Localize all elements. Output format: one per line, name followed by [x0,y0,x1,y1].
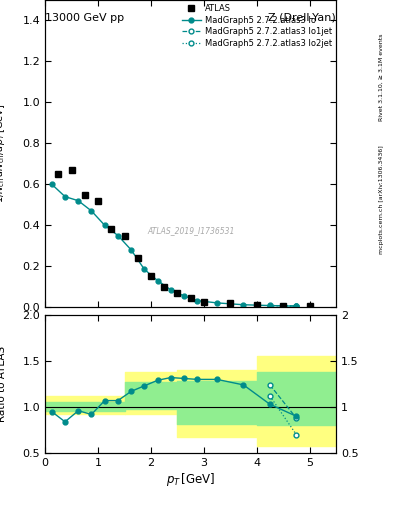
Legend: ATLAS, MadGraph5 2.7.2.atlas3 lo, MadGraph5 2.7.2.atlas3 lo1jet, MadGraph5 2.7.2: ATLAS, MadGraph5 2.7.2.atlas3 lo, MadGra… [182,4,332,48]
Y-axis label: $1/N_\mathsf{ch}\,dN_\mathsf{ch}/dp_T\,[\mathsf{GeV}]$: $1/N_\mathsf{ch}\,dN_\mathsf{ch}/dp_T\,[… [0,104,7,203]
Text: mcplots.cern.ch [arXiv:1306.3436]: mcplots.cern.ch [arXiv:1306.3436] [379,145,384,254]
Text: 13000 GeV pp: 13000 GeV pp [45,13,124,23]
X-axis label: $p_T\,[\mathsf{GeV}]$: $p_T\,[\mathsf{GeV}]$ [166,471,215,488]
Text: ATLAS_2019_I1736531: ATLAS_2019_I1736531 [147,226,234,235]
Text: Z (Drell-Yan): Z (Drell-Yan) [268,13,336,23]
Y-axis label: Ratio to ATLAS: Ratio to ATLAS [0,346,7,422]
Text: Rivet 3.1.10, ≥ 3.1M events: Rivet 3.1.10, ≥ 3.1M events [379,33,384,120]
